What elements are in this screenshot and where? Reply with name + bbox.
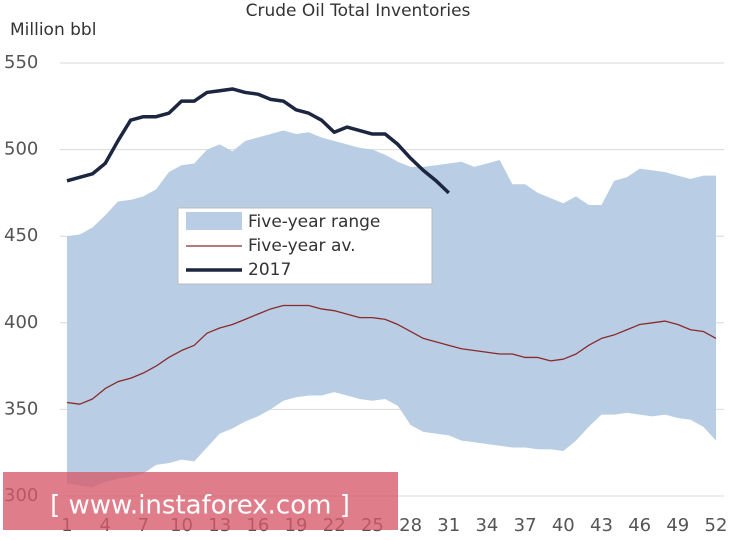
legend-label: 2017: [248, 260, 291, 280]
watermark: [ www.instaforex.com ]: [50, 491, 350, 521]
series-line: [66, 304, 717, 405]
x-tick-label: 34: [475, 515, 498, 536]
x-tick-label: 37: [514, 515, 537, 536]
legend: Five-year range Five-year av. 2017: [177, 207, 433, 285]
y-tick-label: 450: [4, 225, 38, 246]
y-axis-label: Million bbl: [10, 20, 96, 40]
y-tick-label: 350: [4, 398, 38, 419]
x-tick-label: 28: [399, 515, 422, 536]
legend-label: Five-year range: [248, 212, 380, 232]
watermark-bg: [3, 472, 398, 530]
series-line: [66, 87, 450, 195]
x-tick-label: 46: [628, 515, 651, 536]
x-tick-label: 49: [666, 515, 689, 536]
x-tick-label: 31: [437, 515, 460, 536]
y-tick-label: 550: [4, 52, 38, 73]
y-tick-label: 500: [4, 139, 38, 160]
x-tick-label: 43: [590, 515, 613, 536]
legend-swatch: [186, 212, 242, 230]
legend-label: Five-year av.: [248, 236, 356, 256]
range-band: [67, 130, 716, 488]
x-tick-label: 40: [552, 515, 575, 536]
y-tick-label: 400: [4, 312, 38, 333]
chart-title: Crude Oil Total Inventories: [246, 1, 471, 21]
x-tick-label: 52: [705, 515, 728, 536]
